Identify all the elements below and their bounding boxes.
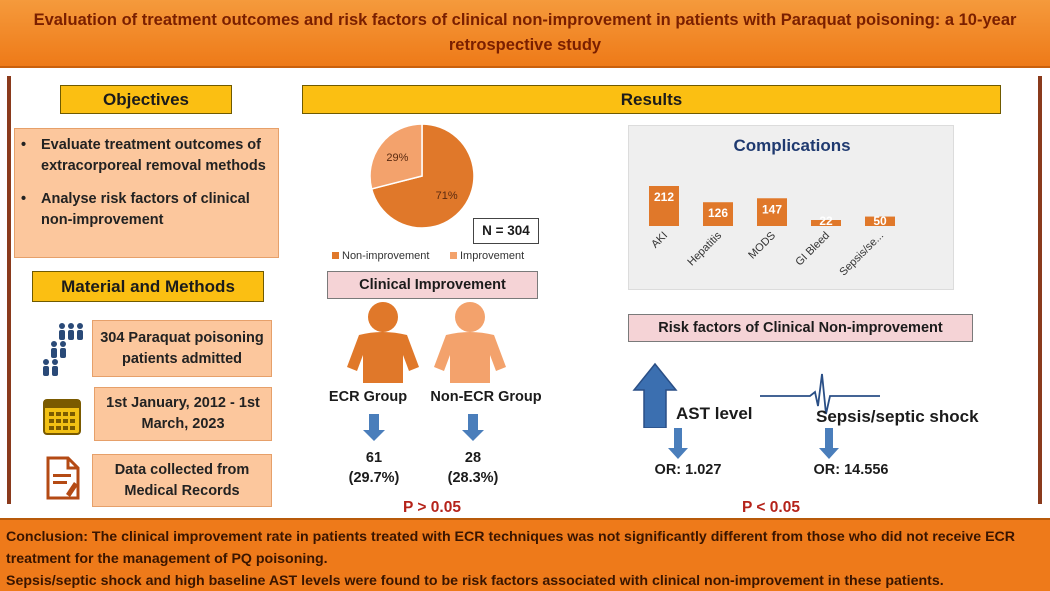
methods-item-dates: 1st January, 2012 - 1st March, 2023 — [94, 387, 272, 441]
bar-aki — [649, 186, 679, 226]
poster-title: Evaluation of treatment outcomes and ris… — [33, 11, 1017, 54]
bar-value-label: 147 — [762, 202, 782, 216]
ast-odds-ratio: OR: 1.027 — [654, 462, 722, 478]
legend-label: Non-improvement — [342, 250, 429, 262]
conclusion-box: Conclusion: The clinical improvement rat… — [0, 518, 1050, 591]
ecr-group-label: ECR Group — [328, 389, 408, 405]
pie-slice-improvement — [369, 123, 423, 190]
bar-category-label: AKI — [649, 230, 670, 251]
right-accent-bar — [1038, 76, 1042, 504]
non-ecr-group-label: Non-ECR Group — [430, 389, 542, 405]
down-arrow-icon — [819, 428, 839, 459]
bar-gi-bleed — [811, 220, 841, 226]
n-label: N = 304 — [473, 218, 539, 244]
legend-swatch — [450, 252, 457, 259]
ecr-count-value: 61 — [365, 450, 383, 466]
bar-sepsis-se — [865, 216, 895, 226]
objective-item: • Analyse risk factors of clinical non-i… — [19, 189, 270, 231]
objective-text: Evaluate treatment outcomes of extracorp… — [41, 137, 266, 174]
legend-label: Improvement — [460, 250, 524, 262]
bar-hepatitis — [703, 202, 733, 226]
non-ecr-person-icon — [434, 302, 506, 383]
title-bar: Evaluation of treatment outcomes and ris… — [0, 0, 1050, 68]
heartbeat-icon — [760, 373, 880, 415]
conclusion-line-1: Conclusion: The clinical improvement rat… — [6, 529, 1016, 567]
complications-bar-chart: Complications 212 AKI 126 Hepatitis 147 MODS 2… — [649, 136, 895, 279]
pie-label: 29% — [386, 152, 408, 164]
risk-factors-label: Risk factors of Clinical Non-improvement — [628, 314, 973, 342]
ecr-person-icon — [347, 302, 419, 383]
non-ecr-count: 28 (28.3%) — [423, 448, 523, 488]
non-ecr-count-percent: (28.3%) — [447, 470, 499, 486]
p-value-left: P > 0.05 — [403, 499, 461, 516]
complications-panel: Complications 212 AKI 126 Hepatitis 147 MODS 2… — [628, 125, 954, 290]
pie-chart: 71% 29% Non-improvement Improvement — [332, 123, 524, 262]
down-arrow-icon — [668, 428, 688, 459]
bar-value-label: 22 — [819, 214, 833, 228]
ast-label: AST level — [676, 404, 753, 423]
bar-category-label: Sepsis/se... — [837, 230, 886, 279]
clinical-improvement-label: Clinical Improvement — [327, 271, 538, 299]
objective-text: Analyse risk factors of clinical non-imp… — [41, 191, 250, 228]
non-ecr-count-value: 28 — [464, 450, 482, 466]
p-value-right: P < 0.05 — [742, 499, 800, 516]
pie-label: 71% — [436, 190, 458, 202]
methods-item-records: Data collected from Medical Records — [92, 454, 272, 507]
left-accent-bar — [7, 76, 11, 504]
bullet: • — [21, 137, 27, 153]
legend-swatch — [332, 252, 339, 259]
bar-value-label: 212 — [654, 190, 674, 204]
bar-category-label: GI Bleed — [793, 230, 832, 269]
ecr-count-percent: (29.7%) — [348, 470, 400, 486]
people-icon — [43, 323, 83, 376]
sepsis-odds-ratio: OR: 14.556 — [813, 462, 889, 478]
ecr-count: 61 (29.7%) — [324, 448, 424, 488]
bar-chart-title: Complications — [733, 136, 850, 155]
up-arrow-icon — [632, 362, 678, 428]
bar-category-label: MODS — [746, 230, 778, 262]
bar-value-label: 50 — [873, 214, 887, 228]
bullet: • — [21, 191, 27, 207]
document-icon — [46, 456, 80, 500]
results-header: Results — [302, 85, 1001, 114]
bar-value-label: 126 — [708, 206, 728, 220]
calendar-icon — [43, 399, 81, 435]
methods-item-patients: 304 Paraquat poisoning patients admitted — [92, 320, 272, 377]
bar-mods — [757, 198, 787, 226]
sepsis-label: Sepsis/septic shock — [816, 407, 979, 426]
conclusion-line-2: Sepsis/septic shock and high baseline AS… — [6, 573, 944, 589]
down-arrow-icon — [462, 414, 484, 441]
pie-slice-non-improvement — [370, 123, 475, 229]
bar-category-label: Hepatitis — [685, 229, 724, 268]
objectives-box: • Evaluate treatment outcomes of extraco… — [14, 128, 279, 258]
objective-item: • Evaluate treatment outcomes of extraco… — [19, 135, 270, 177]
objectives-header: Objectives — [60, 85, 232, 114]
methods-header: Material and Methods — [32, 271, 264, 302]
down-arrow-icon — [363, 414, 385, 441]
